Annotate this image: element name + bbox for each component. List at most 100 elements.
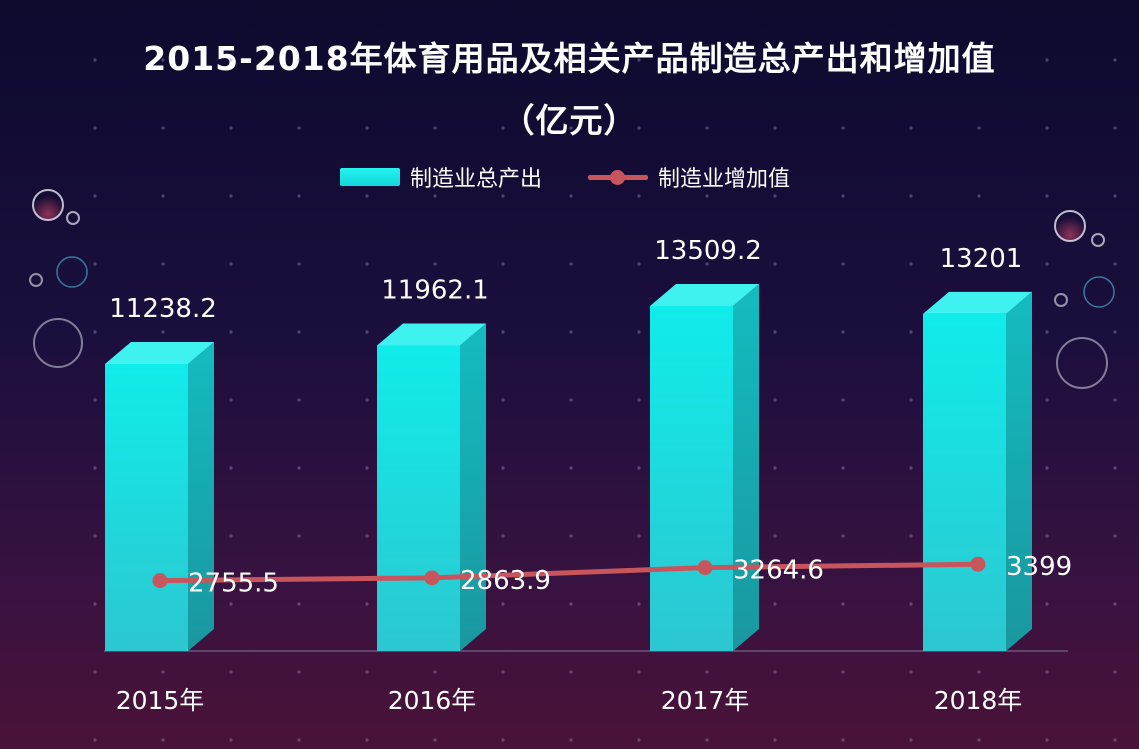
bg-dot (365, 330, 369, 334)
bg-dot (229, 262, 233, 266)
decorative-circles (29, 189, 1115, 389)
bg-dot (501, 602, 505, 606)
deco-circle-icon (1054, 293, 1068, 307)
bg-dot (569, 262, 573, 266)
x-tick-label: 2016年 (388, 686, 477, 715)
bg-dot (705, 126, 709, 130)
legend-label-value-added: 制造业增加值 (658, 167, 791, 192)
bg-dot (841, 262, 845, 266)
bg-dot (501, 534, 505, 538)
bar-top (105, 341, 214, 364)
bg-dot (773, 194, 777, 198)
bg-dot (909, 602, 913, 606)
bar-side (460, 323, 486, 651)
bg-dot (365, 466, 369, 470)
bg-dot (297, 670, 301, 674)
bg-dot (1113, 194, 1117, 198)
bg-dot (977, 58, 981, 62)
bg-dot (229, 602, 233, 606)
x-tick-label: 2018年 (934, 686, 1023, 715)
bar-side (733, 284, 759, 651)
bg-dot (1045, 534, 1049, 538)
bg-dot (977, 738, 981, 742)
bg-dot (1113, 398, 1117, 402)
bg-dot (569, 534, 573, 538)
bg-dot (841, 738, 845, 742)
bg-dot (1045, 738, 1049, 742)
bg-dot (841, 58, 845, 62)
line-point (152, 573, 168, 589)
bg-dot (637, 466, 641, 470)
bg-dot (909, 194, 913, 198)
bg-dot (229, 670, 233, 674)
deco-circle-icon (56, 256, 88, 288)
bg-dot (93, 670, 97, 674)
bg-dot (977, 670, 981, 674)
bg-dot (909, 58, 913, 62)
bar-top (923, 291, 1032, 314)
bg-dot (705, 262, 709, 266)
bg-dot (1113, 466, 1117, 470)
deco-circle-icon (29, 273, 43, 287)
bg-dot (365, 602, 369, 606)
legend-item-output[interactable]: 制造业总产出 (340, 160, 542, 194)
bg-dot (637, 58, 641, 62)
bg-dot (229, 126, 233, 130)
bg-dot (501, 194, 505, 198)
bg-dot (1113, 58, 1117, 62)
bar-top (650, 284, 759, 306)
bg-dot (909, 330, 913, 334)
bg-dot (1045, 194, 1049, 198)
line-series: 2755.5 2863.9 3264.6 3399 (152, 552, 1072, 599)
bg-dot (501, 466, 505, 470)
deco-circle-icon (32, 189, 64, 221)
bg-dot (297, 58, 301, 62)
deco-circle-icon (1083, 276, 1115, 308)
bg-dot (841, 602, 845, 606)
legend-line-swatch (588, 168, 648, 186)
bg-dot (773, 398, 777, 402)
bg-dot (637, 534, 641, 538)
bg-dot (773, 330, 777, 334)
bar-side (188, 341, 214, 651)
deco-circle-icon (1091, 233, 1105, 247)
bg-dot (637, 398, 641, 402)
bg-dot (229, 194, 233, 198)
line-value-label: 2863.9 (460, 566, 551, 596)
bg-dot (909, 670, 913, 674)
line-point (424, 570, 440, 586)
line-value-label: 3399 (1006, 552, 1072, 582)
bg-dot (1045, 602, 1049, 606)
bg-dot (569, 330, 573, 334)
bg-dot (1045, 670, 1049, 674)
bar (105, 363, 188, 651)
bg-dot (569, 602, 573, 606)
bg-dot (1113, 670, 1117, 674)
bar (377, 345, 460, 651)
bg-dot (569, 670, 573, 674)
bg-dot (433, 58, 437, 62)
deco-circle-icon (33, 318, 83, 368)
bg-dot (637, 194, 641, 198)
x-tick-label: 2015年 (116, 686, 205, 715)
bg-dot (1113, 534, 1117, 538)
bg-dot (365, 58, 369, 62)
bg-dot (365, 262, 369, 266)
legend-item-value-added[interactable]: 制造业增加值 (588, 160, 790, 194)
bg-dot (501, 398, 505, 402)
bg-dot (841, 670, 845, 674)
bg-dot (433, 262, 437, 266)
bg-dot (161, 58, 165, 62)
bg-dot (93, 330, 97, 334)
bg-dot (773, 602, 777, 606)
bg-dot (1045, 330, 1049, 334)
bg-dot (161, 194, 165, 198)
bg-dot (1113, 262, 1117, 266)
bg-dot (93, 602, 97, 606)
bg-dot (161, 670, 165, 674)
bg-dot (1113, 126, 1117, 130)
bg-dot (773, 262, 777, 266)
bg-dot (569, 738, 573, 742)
bg-dot (433, 126, 437, 130)
